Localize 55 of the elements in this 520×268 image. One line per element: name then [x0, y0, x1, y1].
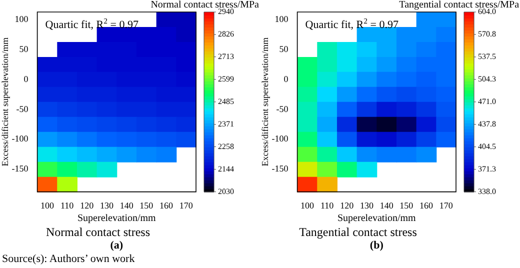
- source-note: Source(s): Authors’ own work: [1, 252, 136, 266]
- color-bar-label: 2599: [218, 74, 234, 84]
- text: Normal contact stress: [46, 224, 150, 239]
- x-axis-title: Superelevation/mm: [337, 213, 416, 224]
- color-bar-label: 404.5: [478, 142, 496, 151]
- x-tick-label: 150: [140, 200, 154, 211]
- color-bar-label: 604.0: [478, 7, 496, 16]
- text: (a): [110, 239, 124, 252]
- color-bar-label: 437.8: [478, 119, 496, 128]
- x-axis-title: Superelevation/mm: [77, 213, 156, 224]
- color-bar-label: 570.8: [478, 30, 496, 39]
- x-tick-label: 100: [300, 200, 314, 211]
- color-bar-label: 2713: [218, 52, 234, 61]
- y-tick-label: -50: [16, 104, 29, 114]
- y-tick-label: 100: [274, 14, 289, 24]
- x-tick-label: 120: [80, 200, 94, 211]
- color-bar-label: 2030: [218, 186, 234, 196]
- color-bar-label: 471.0: [478, 96, 496, 106]
- y-axis-title: Excess/dificient superelevation/mm: [0, 38, 10, 166]
- text: (b): [370, 239, 384, 252]
- x-tick-label: 130: [100, 200, 114, 211]
- y-tick-label: 50: [279, 44, 289, 54]
- x-tick-label: 120: [340, 200, 354, 211]
- color-bar-label: 2485: [218, 96, 234, 106]
- y-tick-label: 50: [19, 44, 29, 54]
- x-tick-label: 100: [40, 200, 54, 211]
- y-tick-label: -50: [276, 104, 289, 114]
- color-bar-label: 338.0: [478, 186, 496, 196]
- color-bar-label: 537.5: [478, 52, 496, 62]
- y-tick-label: -150: [272, 164, 289, 174]
- x-tick-label: 160: [159, 200, 174, 211]
- y-tick-label: 0: [24, 74, 29, 84]
- color-bar-label: 2258: [218, 142, 234, 151]
- y-tick-label: -100: [12, 134, 29, 144]
- x-tick-label: 130: [360, 200, 374, 211]
- y-tick-label: -150: [12, 164, 29, 174]
- color-bar-label: 2371: [218, 120, 234, 129]
- x-tick-label: 110: [320, 200, 334, 211]
- color-bar-label: 2940: [218, 7, 234, 16]
- y-tick-label: -100: [272, 134, 289, 144]
- text: Tangential contact stress: [299, 224, 418, 239]
- x-tick-label: 160: [419, 200, 434, 211]
- x-tick-label: 170: [179, 200, 194, 211]
- x-tick-label: 140: [120, 200, 134, 211]
- x-tick-label: 150: [400, 200, 414, 211]
- color-bar-label: 504.3: [478, 74, 496, 84]
- y-tick-label: 100: [14, 14, 29, 24]
- color-bar-label: 2144: [218, 164, 234, 174]
- y-tick-label: 0: [284, 74, 289, 84]
- x-tick-label: 170: [439, 200, 454, 211]
- color-bar-label: 2826: [218, 30, 234, 39]
- y-axis-title: Excess/dificient superelevation/mm: [260, 38, 270, 166]
- color-bar-label: 371.3: [478, 164, 496, 174]
- x-tick-label: 140: [380, 200, 394, 211]
- x-tick-label: 110: [60, 200, 74, 211]
